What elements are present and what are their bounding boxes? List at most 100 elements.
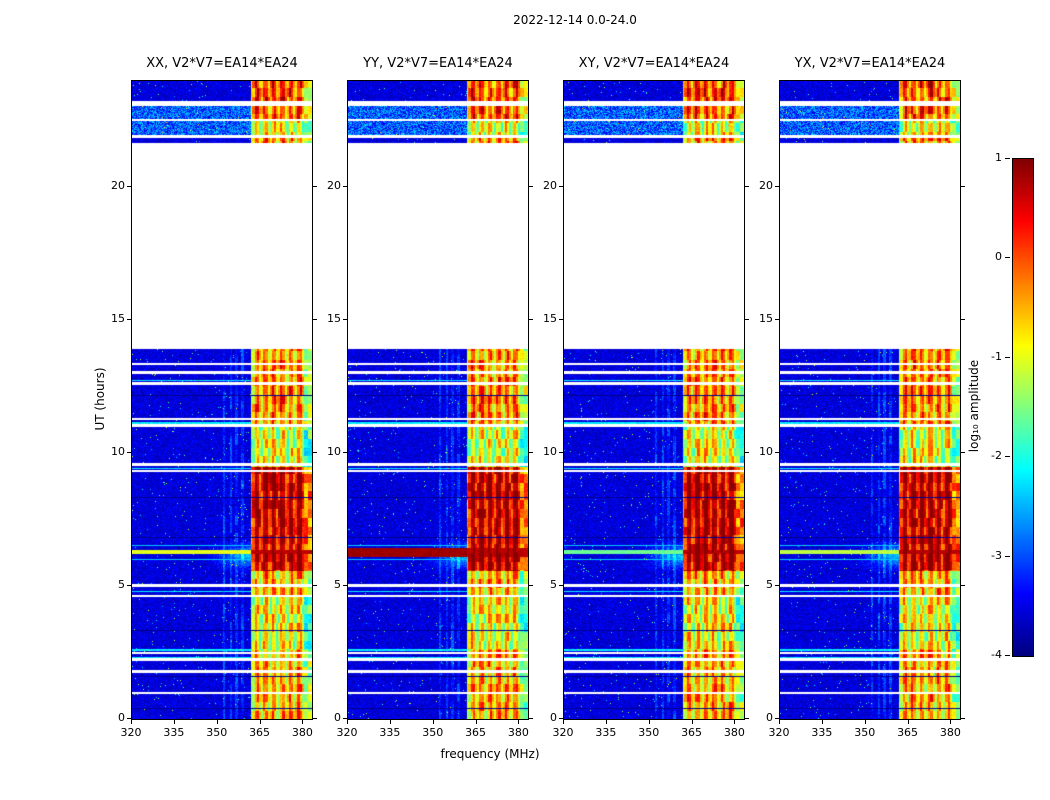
- y-tick-mark-right: [529, 718, 533, 719]
- x-tick-label: 365: [249, 726, 271, 739]
- y-tick-mark-right: [313, 452, 317, 454]
- colorbar-canvas: [1012, 158, 1034, 657]
- y-tick-label: 5: [334, 578, 341, 592]
- y-tick-mark-right: [313, 585, 317, 587]
- x-tick-mark: [302, 720, 304, 724]
- y-tick-mark: [127, 452, 131, 454]
- panel-title-yy: YY, V2*V7=EA14*EA24: [363, 56, 513, 71]
- y-tick-mark: [343, 585, 347, 587]
- y-tick-label: 0: [550, 711, 557, 724]
- colorbar-tick-label: -4: [991, 648, 1002, 661]
- y-tick-mark: [559, 718, 563, 719]
- y-tick-mark-right: [961, 452, 965, 454]
- x-tick-mark: [518, 720, 520, 724]
- spectrogram-canvas-yy: [347, 80, 529, 720]
- colorbar-tick-mark: [1005, 655, 1010, 656]
- y-tick-mark-right: [529, 186, 533, 188]
- x-tick-label: 365: [897, 726, 919, 739]
- y-tick-mark: [559, 585, 563, 587]
- x-tick-mark: [173, 720, 175, 724]
- x-tick-mark: [432, 720, 434, 724]
- x-tick-mark: [259, 720, 261, 724]
- x-tick-label: 335: [163, 726, 185, 739]
- colorbar-label: log₁₀ amplitude: [967, 359, 981, 453]
- x-tick-label: 320: [336, 726, 358, 739]
- x-tick-label: 320: [768, 726, 790, 739]
- y-tick-label: 10: [327, 445, 341, 459]
- y-tick-label: 15: [543, 312, 557, 326]
- y-tick-mark-right: [745, 186, 749, 188]
- y-tick-mark-right: [313, 718, 317, 719]
- y-tick-mark-right: [745, 319, 749, 321]
- y-tick-mark: [559, 186, 563, 188]
- y-tick-label: 10: [543, 445, 557, 459]
- y-tick-mark: [127, 319, 131, 321]
- y-tick-label: 5: [550, 578, 557, 592]
- y-tick-label: 5: [118, 578, 125, 592]
- x-tick-label: 365: [681, 726, 703, 739]
- colorbar-tick-label: -2: [991, 449, 1002, 463]
- y-tick-label: 10: [111, 445, 125, 459]
- colorbar-tick-label: -1: [991, 349, 1002, 363]
- y-tick-label: 10: [759, 445, 773, 459]
- y-tick-mark: [127, 718, 131, 719]
- y-tick-mark-right: [961, 718, 965, 719]
- y-tick-mark: [343, 319, 347, 321]
- x-tick-mark: [563, 720, 564, 724]
- spectrogram-canvas-yx: [779, 80, 961, 720]
- y-tick-mark: [343, 718, 347, 719]
- x-tick-mark: [131, 720, 132, 724]
- colorbar-tick-mark: [1005, 356, 1010, 358]
- y-tick-label: 20: [543, 179, 557, 193]
- x-tick-label: 335: [595, 726, 617, 739]
- x-tick-mark: [691, 720, 693, 724]
- y-axis-label: UT (hours): [93, 367, 107, 431]
- y-tick-label: 0: [334, 711, 341, 724]
- y-tick-mark: [127, 585, 131, 587]
- y-tick-mark: [343, 186, 347, 188]
- x-tick-label: 350: [206, 726, 228, 739]
- x-tick-mark: [216, 720, 218, 724]
- x-tick-mark: [605, 720, 607, 724]
- x-tick-label: 380: [939, 726, 961, 739]
- x-tick-label: 320: [552, 726, 574, 739]
- x-tick-mark: [475, 720, 477, 724]
- colorbar-tick-label: 0: [995, 250, 1002, 264]
- x-tick-mark: [389, 720, 391, 724]
- y-tick-mark: [775, 718, 779, 719]
- x-tick-label: 350: [422, 726, 444, 739]
- x-tick-mark: [347, 720, 348, 724]
- x-tick-label: 365: [465, 726, 487, 739]
- y-tick-mark-right: [745, 718, 749, 719]
- x-axis-label: frequency (MHz): [440, 747, 540, 761]
- y-tick-mark-right: [961, 585, 965, 587]
- panel-title-xy: XY, V2*V7=EA14*EA24: [578, 56, 730, 71]
- x-tick-label: 350: [854, 726, 876, 739]
- x-tick-mark: [950, 720, 952, 724]
- colorbar-tick-mark: [1005, 555, 1010, 557]
- y-tick-mark-right: [529, 319, 533, 321]
- y-tick-mark: [343, 452, 347, 454]
- x-tick-label: 350: [638, 726, 660, 739]
- y-tick-mark: [559, 452, 563, 454]
- y-tick-label: 0: [766, 711, 773, 724]
- x-tick-label: 380: [723, 726, 745, 739]
- y-tick-mark: [775, 452, 779, 454]
- y-tick-mark: [775, 186, 779, 188]
- colorbar-tick-label: -3: [991, 548, 1002, 562]
- y-tick-mark: [775, 319, 779, 321]
- y-tick-mark: [559, 319, 563, 321]
- y-tick-mark-right: [313, 186, 317, 188]
- panel-title-yx: YX, V2*V7=EA14*EA24: [794, 56, 946, 71]
- figure-title: 2022-12-14 0.0-24.0: [513, 13, 637, 27]
- colorbar-tick-mark: [1005, 158, 1010, 159]
- y-tick-label: 20: [327, 179, 341, 193]
- x-tick-mark: [864, 720, 866, 724]
- spectrogram-canvas-xx: [131, 80, 313, 720]
- y-tick-mark: [127, 186, 131, 188]
- x-tick-mark: [648, 720, 650, 724]
- x-tick-mark: [734, 720, 736, 724]
- x-tick-mark: [907, 720, 909, 724]
- y-tick-label: 15: [759, 312, 773, 326]
- x-tick-label: 380: [291, 726, 313, 739]
